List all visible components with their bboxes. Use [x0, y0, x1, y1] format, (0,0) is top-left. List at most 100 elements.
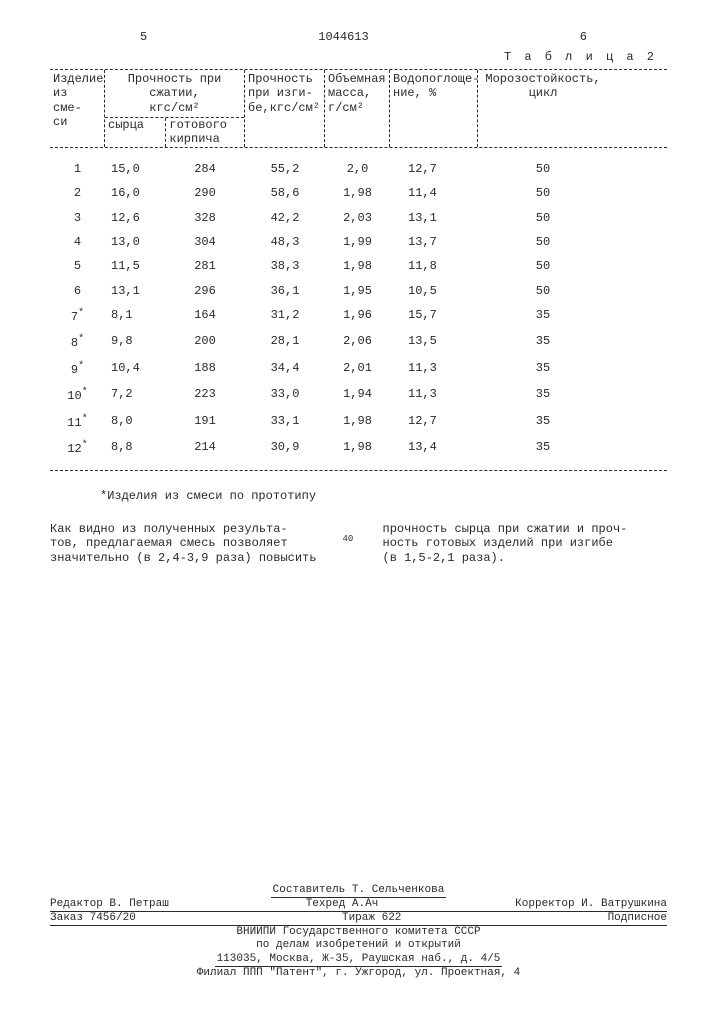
col-header-water: Водопоглоще- ние, % — [390, 70, 478, 147]
cell-mor: 50 — [478, 282, 608, 300]
cell-vod: 13,7 — [390, 233, 478, 251]
cell-vod: 11,4 — [390, 184, 478, 202]
cell-vod: 11,3 — [390, 385, 478, 405]
editor-row: Редактор В. Петраш Техред А.Ач Корректор… — [50, 898, 667, 912]
cell-izg: 36,1 — [245, 282, 325, 300]
cell-vod: 13,5 — [390, 332, 478, 352]
tirazh: Тираж 622 — [342, 912, 401, 925]
cell-vod: 13,1 — [390, 209, 478, 227]
cell-vod: 12,7 — [390, 160, 478, 178]
doc-number: 1044613 — [318, 30, 368, 44]
data-table: Изделие из сме- си Прочность при сжатии,… — [50, 69, 667, 472]
cell-idx: 10* — [50, 385, 105, 405]
cell-izg: 33,0 — [245, 385, 325, 405]
col-header-compress: Прочность при сжатии, кгс/см² сырца гото… — [105, 70, 245, 147]
cell-izg: 33,1 — [245, 412, 325, 432]
corrector: Корректор И. Ватрушкина — [515, 898, 667, 911]
cell-vod: 11,3 — [390, 359, 478, 379]
cell-idx: 8* — [50, 332, 105, 352]
table-row: 216,029058,61,9811,450 — [50, 184, 667, 202]
cell-mass: 1,98 — [325, 184, 390, 202]
editor: Редактор В. Петраш — [50, 898, 169, 911]
cell-got: 304 — [165, 233, 245, 251]
cell-mor: 35 — [478, 385, 608, 405]
cell-mor: 35 — [478, 359, 608, 379]
table-caption: Т а б л и ц а 2 — [50, 50, 657, 64]
addr2: Филиал ППП "Патент", г. Ужгород, ул. Про… — [50, 967, 667, 980]
cell-idx: 11* — [50, 412, 105, 432]
cell-idx: 3 — [50, 209, 105, 227]
page: 5 1044613 6 Т а б л и ц а 2 Изделие из с… — [0, 0, 707, 1010]
cell-mass: 1,95 — [325, 282, 390, 300]
subscription: Подписное — [608, 912, 667, 925]
imprint-footer: Составитель Т. Сельченкова Редактор В. П… — [50, 884, 667, 980]
cell-got: 191 — [165, 412, 245, 432]
page-num-right: 6 — [580, 30, 587, 44]
cell-vod: 12,7 — [390, 412, 478, 432]
cell-vod: 11,8 — [390, 257, 478, 275]
table-row: 511,528138,31,9811,850 — [50, 257, 667, 275]
cell-got: 290 — [165, 184, 245, 202]
cell-idx: 5 — [50, 257, 105, 275]
cell-izg: 34,4 — [245, 359, 325, 379]
cell-mor: 35 — [478, 412, 608, 432]
cell-izg: 55,2 — [245, 160, 325, 178]
cell-mass: 1,98 — [325, 438, 390, 458]
cell-idx: 4 — [50, 233, 105, 251]
org1: ВНИИПИ Государственного комитета СССР — [50, 926, 667, 939]
cell-izg: 30,9 — [245, 438, 325, 458]
cell-mor: 35 — [478, 438, 608, 458]
page-header: 5 1044613 6 — [50, 30, 667, 44]
cell-mass: 1,98 — [325, 257, 390, 275]
cell-izg: 31,2 — [245, 306, 325, 326]
table-row: 12*8,821430,91,9813,435 — [50, 438, 667, 458]
cell-idx: 12* — [50, 438, 105, 458]
cell-izg: 48,3 — [245, 233, 325, 251]
cell-mor: 50 — [478, 209, 608, 227]
cell-got: 214 — [165, 438, 245, 458]
cell-idx: 7* — [50, 306, 105, 326]
cell-mor: 35 — [478, 306, 608, 326]
body-paragraphs: Как видно из полученных результа-тов, пр… — [50, 522, 667, 565]
cell-idx: 9* — [50, 359, 105, 379]
table-row: 11*8,019133,11,9812,735 — [50, 412, 667, 432]
cell-mor: 50 — [478, 184, 608, 202]
cell-vod: 15,7 — [390, 306, 478, 326]
col-header-index: Изделие из сме- си — [50, 70, 105, 147]
table-row: 9*10,418834,42,0111,335 — [50, 359, 667, 379]
col-header-bend: Прочность при изги- бе,кгс/см² — [245, 70, 325, 147]
org2: по делам изобретений и открытий — [50, 939, 667, 952]
cell-got: 188 — [165, 359, 245, 379]
compiler: Составитель Т. Сельченкова — [271, 884, 447, 898]
cell-mor: 35 — [478, 332, 608, 352]
cell-mass: 1,99 — [325, 233, 390, 251]
cell-mor: 50 — [478, 160, 608, 178]
cell-mass: 2,06 — [325, 332, 390, 352]
cell-sy: 13,0 — [105, 233, 165, 251]
table-header: Изделие из сме- си Прочность при сжатии,… — [50, 69, 667, 148]
cell-vod: 10,5 — [390, 282, 478, 300]
table-row: 10*7,222333,01,9411,335 — [50, 385, 667, 405]
cell-sy: 8,1 — [105, 306, 165, 326]
cell-mass: 2,03 — [325, 209, 390, 227]
cell-got: 223 — [165, 385, 245, 405]
para-right: прочность сырца при сжатии и проч-ность … — [383, 522, 668, 565]
table-row: 8*9,820028,12,0613,535 — [50, 332, 667, 352]
cell-got: 281 — [165, 257, 245, 275]
cell-mass: 2,01 — [325, 359, 390, 379]
cell-izg: 28,1 — [245, 332, 325, 352]
cell-got: 200 — [165, 332, 245, 352]
cell-mass: 1,94 — [325, 385, 390, 405]
page-num-left: 5 — [140, 30, 147, 44]
cell-idx: 2 — [50, 184, 105, 202]
cell-got: 328 — [165, 209, 245, 227]
cell-izg: 58,6 — [245, 184, 325, 202]
cell-got: 164 — [165, 306, 245, 326]
order-row: Заказ 7456/20 Тираж 622 Подписное — [50, 912, 667, 926]
table-row: 413,030448,31,9913,750 — [50, 233, 667, 251]
cell-vod: 13,4 — [390, 438, 478, 458]
para-left: Как видно из полученных результа-тов, пр… — [50, 522, 335, 565]
line-number: 40 — [343, 534, 354, 545]
cell-izg: 42,2 — [245, 209, 325, 227]
col-sub-syrets: сырца — [105, 118, 166, 147]
